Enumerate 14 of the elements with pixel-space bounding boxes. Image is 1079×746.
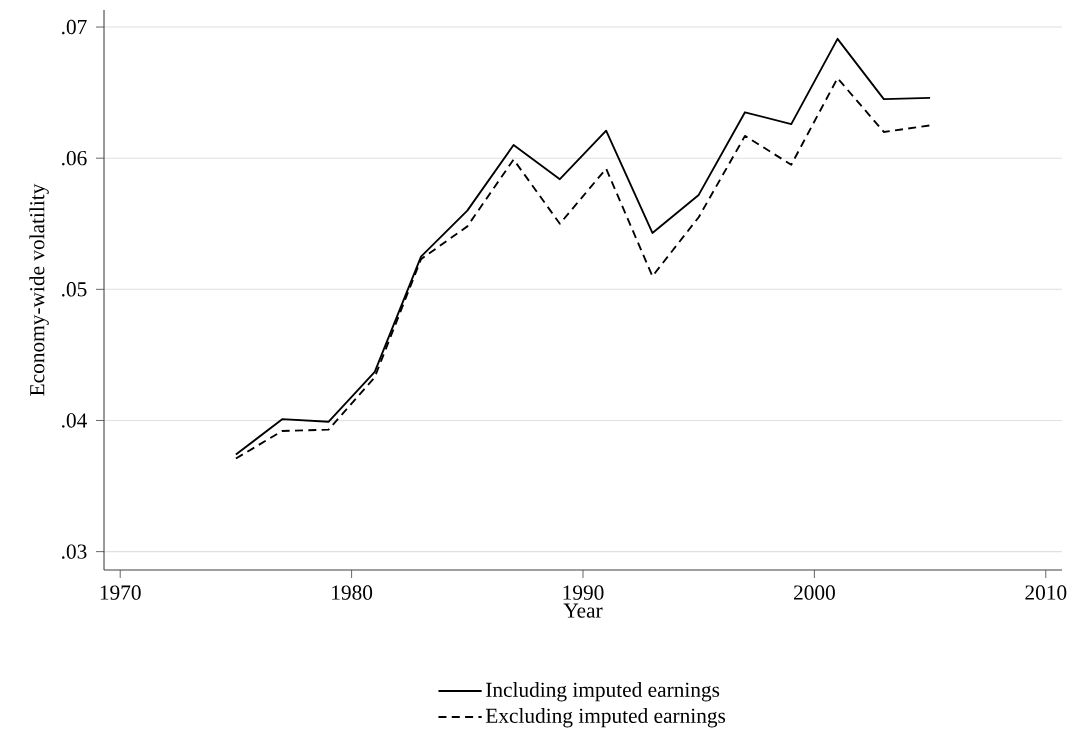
y-axis-title: Economy-wide volatility bbox=[29, 183, 49, 396]
x-tick-label: 2010 bbox=[1025, 585, 1067, 600]
x-tick-label: 1970 bbox=[100, 585, 141, 600]
x-tick-label: 1990 bbox=[563, 585, 604, 600]
y-tick-label: .07 bbox=[62, 19, 87, 35]
y-tick-label: .05 bbox=[62, 282, 87, 297]
y-tick-label: .06 bbox=[62, 150, 87, 166]
legend-label: Including imputed earnings bbox=[486, 681, 720, 702]
y-tick-label: .03 bbox=[62, 544, 87, 559]
x-tick-label: 2000 bbox=[794, 585, 835, 600]
x-axis-title: Year bbox=[563, 603, 603, 618]
x-tick-label: 1980 bbox=[332, 585, 373, 600]
legend-label: Excluding imputed earnings bbox=[485, 707, 726, 728]
y-tick-label: .04 bbox=[62, 413, 87, 428]
